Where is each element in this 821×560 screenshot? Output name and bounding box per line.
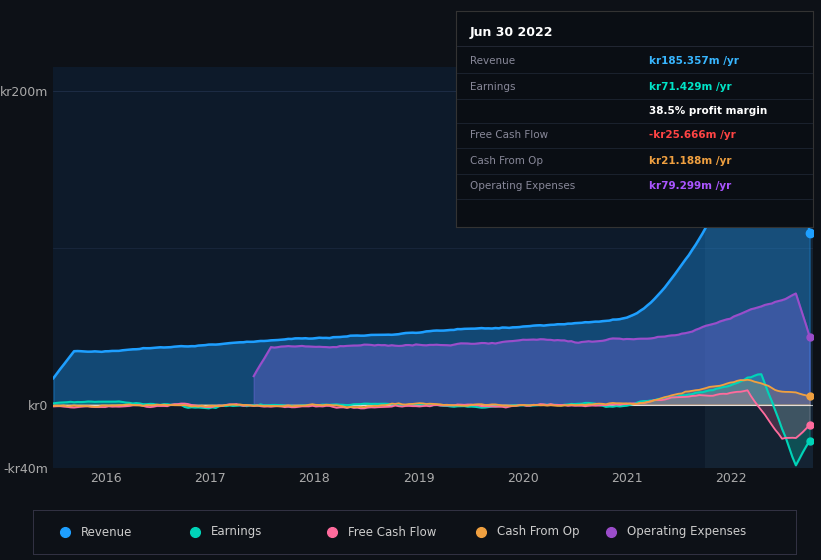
Text: -kr25.666m /yr: -kr25.666m /yr	[649, 130, 736, 140]
Text: 38.5% profit margin: 38.5% profit margin	[649, 106, 767, 116]
Text: Jun 30 2022: Jun 30 2022	[470, 26, 553, 39]
Text: Cash From Op: Cash From Op	[497, 525, 580, 539]
Text: Revenue: Revenue	[470, 56, 515, 66]
Text: Free Cash Flow: Free Cash Flow	[470, 130, 548, 140]
Bar	[705, 67, 813, 468]
Text: kr185.357m /yr: kr185.357m /yr	[649, 56, 738, 66]
Text: Earnings: Earnings	[211, 525, 262, 539]
Text: kr79.299m /yr: kr79.299m /yr	[649, 181, 731, 191]
Text: Operating Expenses: Operating Expenses	[627, 525, 746, 539]
Text: kr21.188m /yr: kr21.188m /yr	[649, 156, 731, 166]
Text: kr71.429m /yr: kr71.429m /yr	[649, 82, 732, 92]
Text: Free Cash Flow: Free Cash Flow	[348, 525, 437, 539]
Text: Revenue: Revenue	[81, 525, 132, 539]
Text: Cash From Op: Cash From Op	[470, 156, 543, 166]
Text: Operating Expenses: Operating Expenses	[470, 181, 576, 191]
Text: Earnings: Earnings	[470, 82, 516, 92]
